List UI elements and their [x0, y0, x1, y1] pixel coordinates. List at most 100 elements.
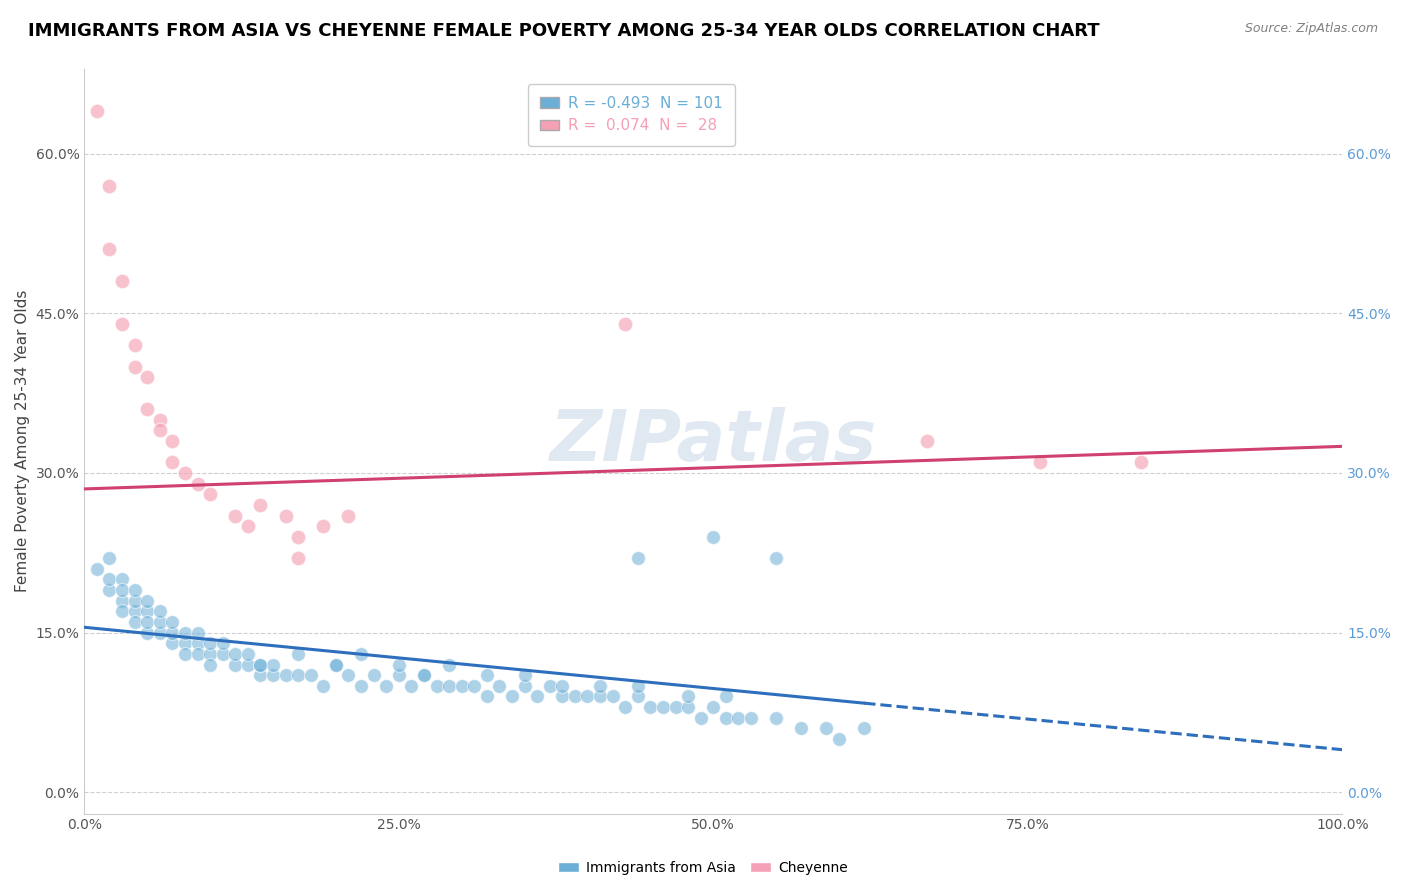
Point — [111, 593, 134, 607]
Point — [312, 519, 335, 533]
Point — [186, 476, 208, 491]
Point — [388, 657, 411, 672]
Point — [124, 615, 146, 629]
Point — [162, 625, 184, 640]
Point — [111, 604, 134, 618]
Point — [488, 679, 510, 693]
Point — [174, 625, 197, 640]
Text: IMMIGRANTS FROM ASIA VS CHEYENNE FEMALE POVERTY AMONG 25-34 YEAR OLDS CORRELATIO: IMMIGRANTS FROM ASIA VS CHEYENNE FEMALE … — [28, 22, 1099, 40]
Point — [224, 508, 246, 523]
Point — [174, 636, 197, 650]
Point — [676, 700, 699, 714]
Point — [224, 647, 246, 661]
Point — [375, 679, 398, 693]
Point — [413, 668, 436, 682]
Point — [501, 690, 523, 704]
Point — [287, 551, 309, 566]
Point — [828, 732, 851, 747]
Point — [714, 690, 737, 704]
Point — [614, 700, 637, 714]
Point — [363, 668, 385, 682]
Point — [86, 562, 108, 576]
Point — [576, 690, 599, 704]
Point — [475, 668, 498, 682]
Point — [149, 413, 172, 427]
Point — [1130, 455, 1153, 469]
Point — [162, 636, 184, 650]
Point — [714, 711, 737, 725]
Point — [198, 647, 221, 661]
Point — [463, 679, 485, 693]
Point — [727, 711, 749, 725]
Point — [198, 636, 221, 650]
Point — [350, 647, 373, 661]
Point — [249, 657, 271, 672]
Point — [287, 668, 309, 682]
Point — [425, 679, 447, 693]
Point — [136, 604, 159, 618]
Point — [124, 338, 146, 352]
Point — [702, 700, 724, 714]
Point — [111, 274, 134, 288]
Point — [198, 487, 221, 501]
Point — [551, 679, 574, 693]
Point — [652, 700, 675, 714]
Point — [437, 657, 460, 672]
Point — [162, 434, 184, 448]
Point — [86, 104, 108, 119]
Point — [853, 722, 876, 736]
Point — [136, 402, 159, 417]
Text: Source: ZipAtlas.com: Source: ZipAtlas.com — [1244, 22, 1378, 36]
Point — [136, 593, 159, 607]
Point — [98, 178, 121, 193]
Point — [664, 700, 686, 714]
Point — [149, 625, 172, 640]
Point — [111, 317, 134, 331]
Legend: Immigrants from Asia, Cheyenne: Immigrants from Asia, Cheyenne — [553, 855, 853, 880]
Point — [337, 668, 360, 682]
Point — [551, 690, 574, 704]
Point — [475, 690, 498, 704]
Point — [337, 508, 360, 523]
Point — [224, 657, 246, 672]
Point — [186, 647, 208, 661]
Point — [815, 722, 838, 736]
Point — [124, 604, 146, 618]
Point — [236, 647, 259, 661]
Point — [765, 551, 787, 566]
Point — [1029, 455, 1052, 469]
Point — [513, 668, 536, 682]
Point — [388, 668, 411, 682]
Point — [627, 690, 650, 704]
Point — [124, 582, 146, 597]
Point — [111, 582, 134, 597]
Point — [262, 657, 284, 672]
Point — [136, 370, 159, 384]
Point — [124, 593, 146, 607]
Point — [162, 615, 184, 629]
Point — [174, 466, 197, 480]
Point — [915, 434, 938, 448]
Point — [249, 498, 271, 512]
Point — [312, 679, 335, 693]
Point — [640, 700, 662, 714]
Point — [401, 679, 423, 693]
Point — [111, 573, 134, 587]
Point — [198, 657, 221, 672]
Point — [413, 668, 436, 682]
Point — [513, 679, 536, 693]
Point — [274, 508, 297, 523]
Point — [614, 317, 637, 331]
Point — [186, 636, 208, 650]
Point — [149, 423, 172, 437]
Point — [325, 657, 347, 672]
Point — [174, 647, 197, 661]
Point — [124, 359, 146, 374]
Point — [136, 615, 159, 629]
Text: ZIPatlas: ZIPatlas — [550, 407, 877, 475]
Point — [249, 668, 271, 682]
Point — [437, 679, 460, 693]
Point — [149, 615, 172, 629]
Point — [98, 551, 121, 566]
Point — [287, 530, 309, 544]
